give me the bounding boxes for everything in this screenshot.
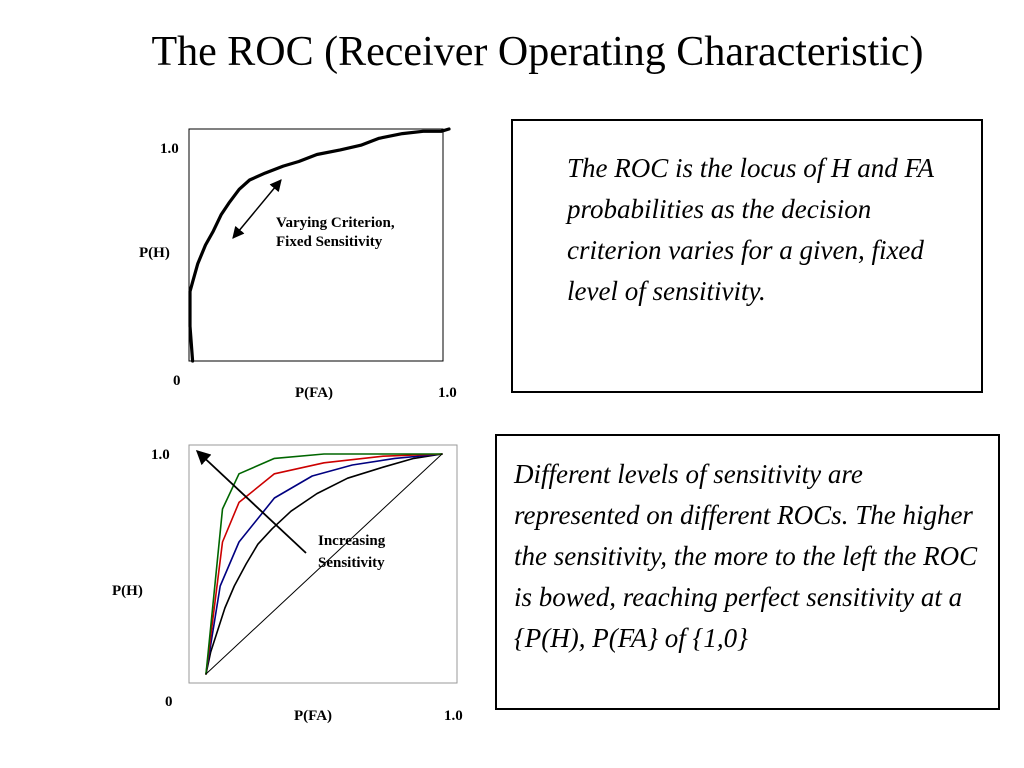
roc-curve-low-sensitivity — [205, 453, 443, 675]
criterion-double-arrow — [232, 179, 282, 239]
criterion-annotation-line-2: Fixed Sensitivity — [276, 234, 383, 250]
roc-curves-series — [205, 453, 443, 675]
y-tick-min: 0 — [165, 694, 173, 710]
sensitivity-annotation-line-1: Increasing — [318, 533, 386, 549]
x-axis-label: P(FA) — [294, 708, 332, 724]
criterion-annotation: Varying Criterion, Fixed Sensitivity — [276, 215, 398, 250]
locus-explanation-text: The ROC is the locus of H and FA probabi… — [567, 153, 934, 306]
criterion-annotation-line-1: Varying Criterion, — [276, 215, 395, 231]
slide-title: The ROC (Receiver Operating Characterist… — [151, 29, 924, 75]
y-tick-max: 1.0 — [160, 141, 179, 157]
sensitivity-explanation-box: Different levels of sensitivity are repr… — [495, 434, 1000, 710]
y-tick-min: 0 — [173, 373, 181, 389]
sensitivity-explanation-text: Different levels of sensitivity are repr… — [514, 459, 978, 653]
roc-curve-highest-sensitivity — [205, 453, 443, 675]
x-axis-label: P(FA) — [295, 385, 333, 401]
chance-diagonal — [205, 453, 443, 675]
y-axis-label: P(H) — [112, 583, 143, 599]
roc-curve-high-sensitivity — [205, 453, 443, 675]
y-axis-label: P(H) — [139, 245, 170, 261]
roc-chart-single: 1.0 P(H) 0 P(FA) 1.0 Varying Criterion, … — [139, 127, 457, 401]
roc-curve — [188, 127, 451, 363]
x-tick-max: 1.0 — [444, 708, 463, 724]
x-tick-max: 1.0 — [438, 385, 457, 401]
locus-explanation-box: The ROC is the locus of H and FA probabi… — [511, 119, 983, 393]
sensitivity-annotation: Increasing Sensitivity — [318, 533, 389, 571]
increasing-sensitivity-arrow — [195, 450, 307, 554]
y-tick-max: 1.0 — [151, 447, 170, 463]
roc-chart-family: 1.0 P(H) 0 P(FA) 1.0 Increasing Sensitiv… — [112, 444, 463, 724]
plot-frame — [188, 444, 458, 684]
sensitivity-annotation-line-2: Sensitivity — [318, 555, 385, 571]
roc-curve-series — [188, 127, 451, 363]
plot-frame — [188, 128, 444, 362]
roc-curve-medium-sensitivity — [205, 453, 443, 675]
